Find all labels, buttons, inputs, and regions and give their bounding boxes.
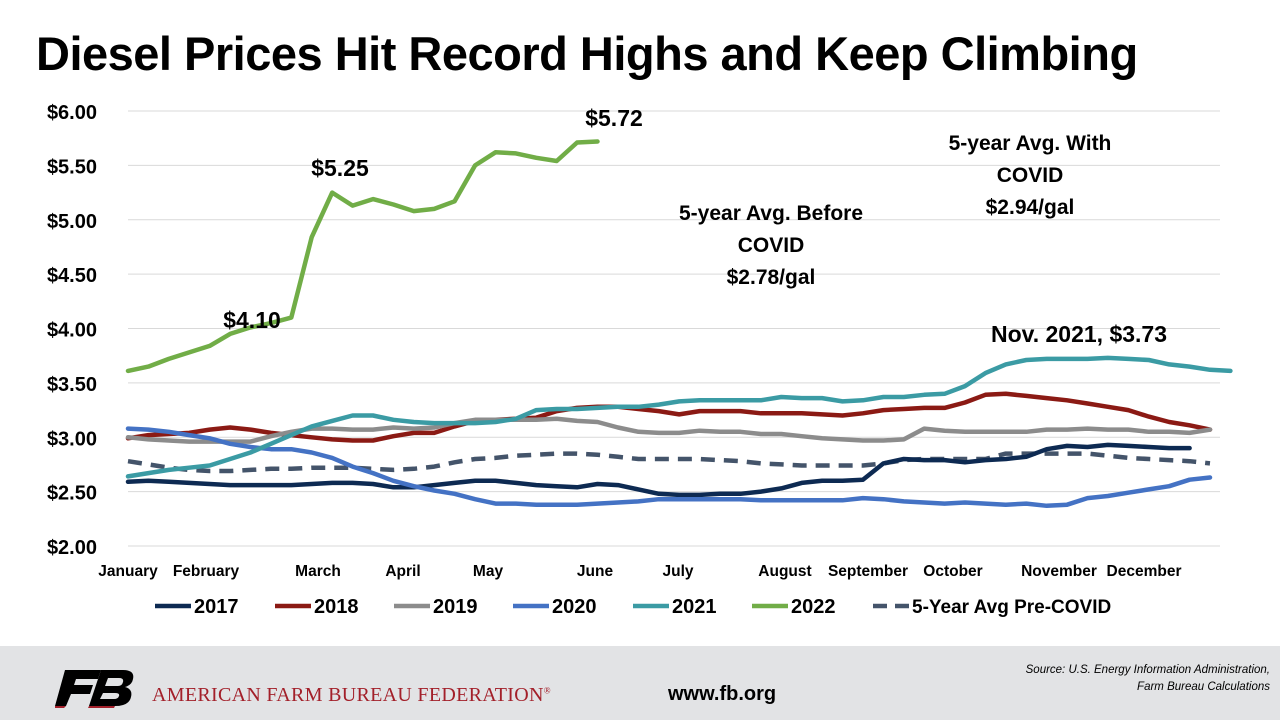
legend-label-5-year-avg-pre-covid: 5-Year Avg Pre-COVID xyxy=(912,597,1111,618)
series-line-2017 xyxy=(125,442,1192,498)
annotation-line: 5-year Avg. With xyxy=(949,132,1112,155)
annotation-line: 5-year Avg. Before xyxy=(679,202,863,225)
data-label: $5.25 xyxy=(311,155,369,181)
organization-name-text: AMERICAN FARM BUREAU FEDERATION xyxy=(152,684,544,706)
data-label: Nov. 2021, $3.73 xyxy=(991,321,1167,347)
legend-label-2018: 2018 xyxy=(314,596,359,618)
website-link[interactable]: www.fb.org xyxy=(668,683,777,705)
source-note: Source: U.S. Energy Information Administ… xyxy=(1026,662,1270,696)
series-line-2018 xyxy=(125,391,1213,443)
registered-mark: ® xyxy=(543,685,551,696)
page-title: Diesel Prices Hit Record Highs and Keep … xyxy=(36,27,1138,80)
source-line-1: Source: U.S. Energy Information Administ… xyxy=(1025,664,1270,676)
annotation-line: $2.94/gal xyxy=(986,196,1075,219)
legend-label-2020: 2020 xyxy=(552,596,597,618)
legend-label-2017: 2017 xyxy=(194,596,239,618)
series-lines xyxy=(125,139,1233,509)
y-tick-label: $5.00 xyxy=(47,211,97,233)
series-line-2020 xyxy=(125,426,1213,509)
data-label: $5.72 xyxy=(585,105,643,131)
farm-bureau-logo-icon xyxy=(55,670,134,708)
legend-label-2022: 2022 xyxy=(791,596,836,618)
x-tick-label: June xyxy=(577,563,614,580)
source-line-2: Farm Bureau Calculations xyxy=(1137,681,1270,693)
y-tick-label: $2.50 xyxy=(47,483,97,505)
x-tick-label: February xyxy=(173,563,240,580)
x-tick-label: August xyxy=(758,563,811,580)
series-line-2019 xyxy=(125,416,1213,444)
x-tick-label: April xyxy=(385,563,420,580)
y-tick-label: $4.50 xyxy=(47,265,97,287)
y-tick-label: $3.00 xyxy=(47,428,97,450)
annotation-line: COVID xyxy=(738,234,805,257)
x-tick-label: December xyxy=(1107,563,1182,580)
annotation-text: 5-year Avg. Before COVID $2.78/gal xyxy=(679,202,863,289)
footer-bar: AMERICAN FARM BUREAU FEDERATION® www.fb.… xyxy=(0,646,1280,720)
y-tick-label: $2.00 xyxy=(47,537,97,559)
series-line-2022 xyxy=(125,139,600,374)
series-line-2021 xyxy=(125,355,1233,479)
annotations: $4.10 $5.25 $5.72 Nov. 2021, $3.73 5-year Av… xyxy=(223,105,1167,347)
data-label: $4.10 xyxy=(223,307,281,333)
legend-label-2021: 2021 xyxy=(672,596,717,618)
x-tick-label: September xyxy=(828,563,908,580)
x-tick-label: November xyxy=(1021,563,1097,580)
x-axis-tick-labels: January February March April May June July Augu… xyxy=(98,563,1181,580)
y-tick-label: $4.00 xyxy=(47,320,97,342)
y-axis-tick-labels: $2.00 $2.50 $3.00 $3.50 $4.00 $4.50 $5.00 $5.50… xyxy=(47,102,97,559)
x-tick-label: March xyxy=(295,563,341,580)
annotation-line: $2.78/gal xyxy=(727,266,816,289)
series-line-5-year-avg-pre-covid xyxy=(127,451,1211,474)
x-tick-label: May xyxy=(473,563,504,580)
organization-name: AMERICAN FARM BUREAU FEDERATION® xyxy=(152,684,551,707)
annotation-line: COVID xyxy=(997,164,1064,187)
legend: 2017 2018 2019 2020 2021 2022 5-Year Avg Pre-C… xyxy=(155,596,1111,618)
y-tick-label: $5.50 xyxy=(47,156,97,178)
line-chart: $2.00 $2.50 $3.00 $3.50 $4.00 $4.50 $5.00 $5.50… xyxy=(47,102,1233,618)
x-tick-label: July xyxy=(662,563,693,580)
y-tick-label: $3.50 xyxy=(47,374,97,396)
x-tick-label: October xyxy=(923,563,982,580)
legend-label-2019: 2019 xyxy=(433,596,478,618)
y-tick-label: $6.00 xyxy=(47,102,97,124)
annotation-text: 5-year Avg. With COVID $2.94/gal xyxy=(949,132,1112,219)
x-tick-label: January xyxy=(98,563,158,580)
